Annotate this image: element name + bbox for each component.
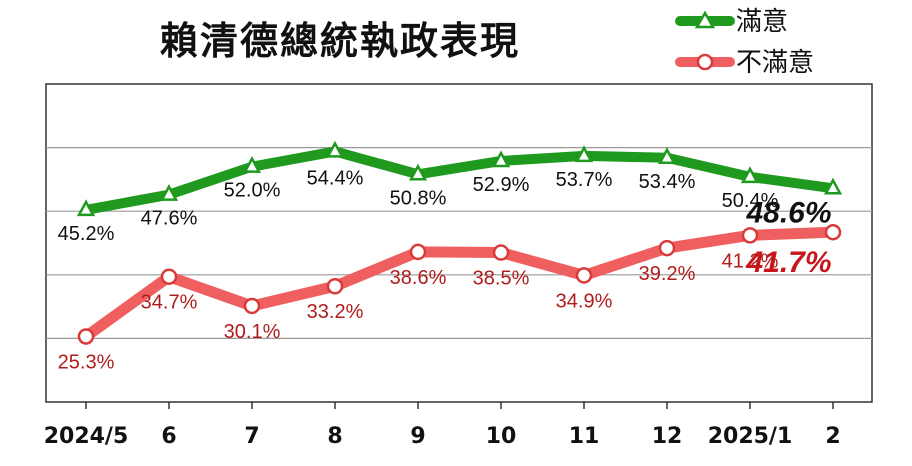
data-point-dissatisfied	[326, 277, 344, 295]
legend-label-dissatisfied: 不滿意	[736, 48, 814, 78]
legend-item-dissatisfied: 不滿意	[675, 48, 814, 78]
data-label: 47.6%	[141, 208, 198, 230]
data-point-satisfied	[159, 184, 179, 201]
x-tick-label: 11	[569, 424, 600, 449]
x-tick-label: 10	[486, 424, 517, 449]
data-point-dissatisfied	[824, 223, 842, 241]
legend-label-satisfied: 滿意	[736, 7, 788, 37]
x-tick-label: 2024/5	[44, 424, 129, 449]
data-label: 53.7%	[556, 169, 613, 191]
data-point-satisfied	[408, 163, 428, 181]
x-tick-label: 6	[161, 424, 176, 449]
data-label-latest: 41.7%	[745, 246, 831, 279]
data-point-satisfied	[740, 166, 760, 184]
data-label: 38.6%	[390, 267, 447, 289]
data-label: 39.2%	[639, 263, 696, 285]
data-point-satisfied	[823, 177, 843, 195]
x-tick-label: 2025/1	[708, 424, 793, 449]
x-axis: 2024/5 6 7 8 9 10 11 12 2025/1 2	[44, 402, 841, 449]
data-label: 38.5%	[473, 268, 530, 290]
data-point-dissatisfied	[77, 328, 95, 345]
x-tick-label: 9	[410, 424, 425, 449]
data-point-dissatisfied	[160, 268, 178, 285]
legend-marker-satisfied	[694, 10, 716, 29]
legend-marker-dissatisfied	[696, 53, 714, 71]
series-layer	[76, 140, 843, 345]
data-point-dissatisfied	[741, 227, 759, 244]
x-tick-label: 2	[825, 424, 840, 449]
data-point-satisfied	[325, 140, 345, 158]
data-label: 33.2%	[307, 301, 364, 323]
data-point-dissatisfied	[492, 244, 510, 261]
x-tick-label: 12	[652, 424, 683, 449]
label-layer: 45.2% 47.6% 52.0% 54.4% 50.8% 52.9% 53.7% 53.4%…	[58, 167, 832, 373]
data-label: 52.0%	[224, 180, 281, 202]
data-point-dissatisfied	[243, 297, 261, 315]
data-label: 45.2%	[58, 223, 115, 245]
data-point-satisfied	[574, 145, 594, 163]
data-label: 30.1%	[224, 321, 281, 343]
data-label: 50.4%	[722, 190, 779, 212]
data-label: 34.9%	[556, 290, 613, 312]
data-label: 34.7%	[141, 292, 198, 314]
series-line-dissatisfied	[80, 226, 839, 342]
legend-item-satisfied: 滿意	[675, 7, 788, 37]
legend: 滿意 不滿意	[675, 7, 814, 78]
data-point-satisfied	[76, 199, 96, 217]
data-point-satisfied	[491, 150, 511, 168]
chart-title: 賴清德總統執政表現	[160, 19, 520, 63]
data-label: 25.3%	[58, 351, 115, 373]
data-point-dissatisfied	[658, 239, 676, 257]
data-label: 53.4%	[639, 171, 696, 193]
data-label: 50.8%	[390, 187, 447, 209]
data-label-latest: 48.6%	[745, 196, 831, 229]
data-point-satisfied	[242, 156, 262, 173]
grid	[46, 147, 872, 339]
data-label: 41.2%	[722, 250, 779, 272]
data-label: 54.4%	[307, 167, 364, 189]
data-point-satisfied	[657, 147, 677, 165]
data-point-dissatisfied	[575, 267, 593, 284]
data-point-dissatisfied	[409, 243, 427, 261]
x-tick-label: 7	[244, 424, 259, 449]
plot-frame	[45, 83, 873, 403]
data-label: 52.9%	[473, 174, 530, 196]
series-line-satisfied	[81, 146, 838, 215]
x-tick-label: 8	[327, 424, 342, 449]
